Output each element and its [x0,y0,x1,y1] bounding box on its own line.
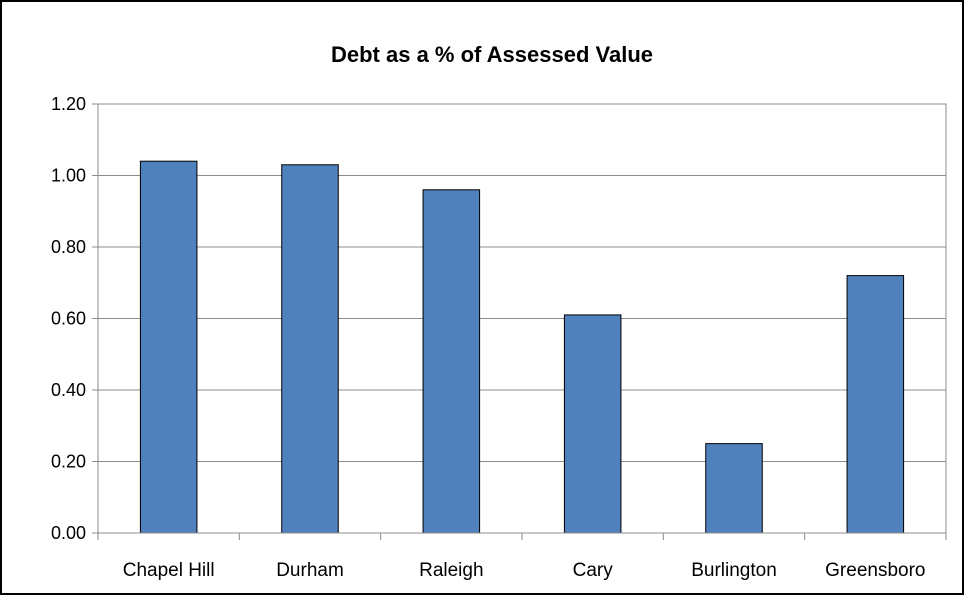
chart-title: Debt as a % of Assessed Value [331,42,653,67]
bar-burlington [705,443,763,534]
y-tick-labels: 0.00 0.20 0.40 0.60 0.80 1.00 1.20 [51,94,86,543]
bar-cary [563,314,622,534]
y-tick-label: 0.60 [51,309,86,329]
x-category-label: Durham [276,560,344,581]
y-tick-label: 0.00 [51,523,86,543]
bars [139,160,905,534]
bar-raleigh [422,189,481,534]
bar-durham [281,164,339,534]
y-tick-label: 1.00 [51,166,86,186]
x-category-label: Raleigh [419,560,483,581]
x-category-label: Chapel Hill [123,560,215,581]
bar-chapel-hill [139,160,198,534]
x-category-label: Cary [573,560,614,581]
x-category-label: Greensboro [825,560,925,581]
x-category-label: Burlington [691,560,777,581]
x-category-labels: Chapel Hill Durham Raleigh Cary Burlington Gr… [123,560,926,581]
y-tick-label: 0.80 [51,237,86,257]
y-tick-label: 1.20 [51,94,86,114]
y-tick-label: 0.40 [51,380,86,400]
gridlines [98,103,946,462]
y-tick-label: 0.20 [51,452,86,472]
bar-greensboro [846,275,905,534]
axes [92,103,947,540]
